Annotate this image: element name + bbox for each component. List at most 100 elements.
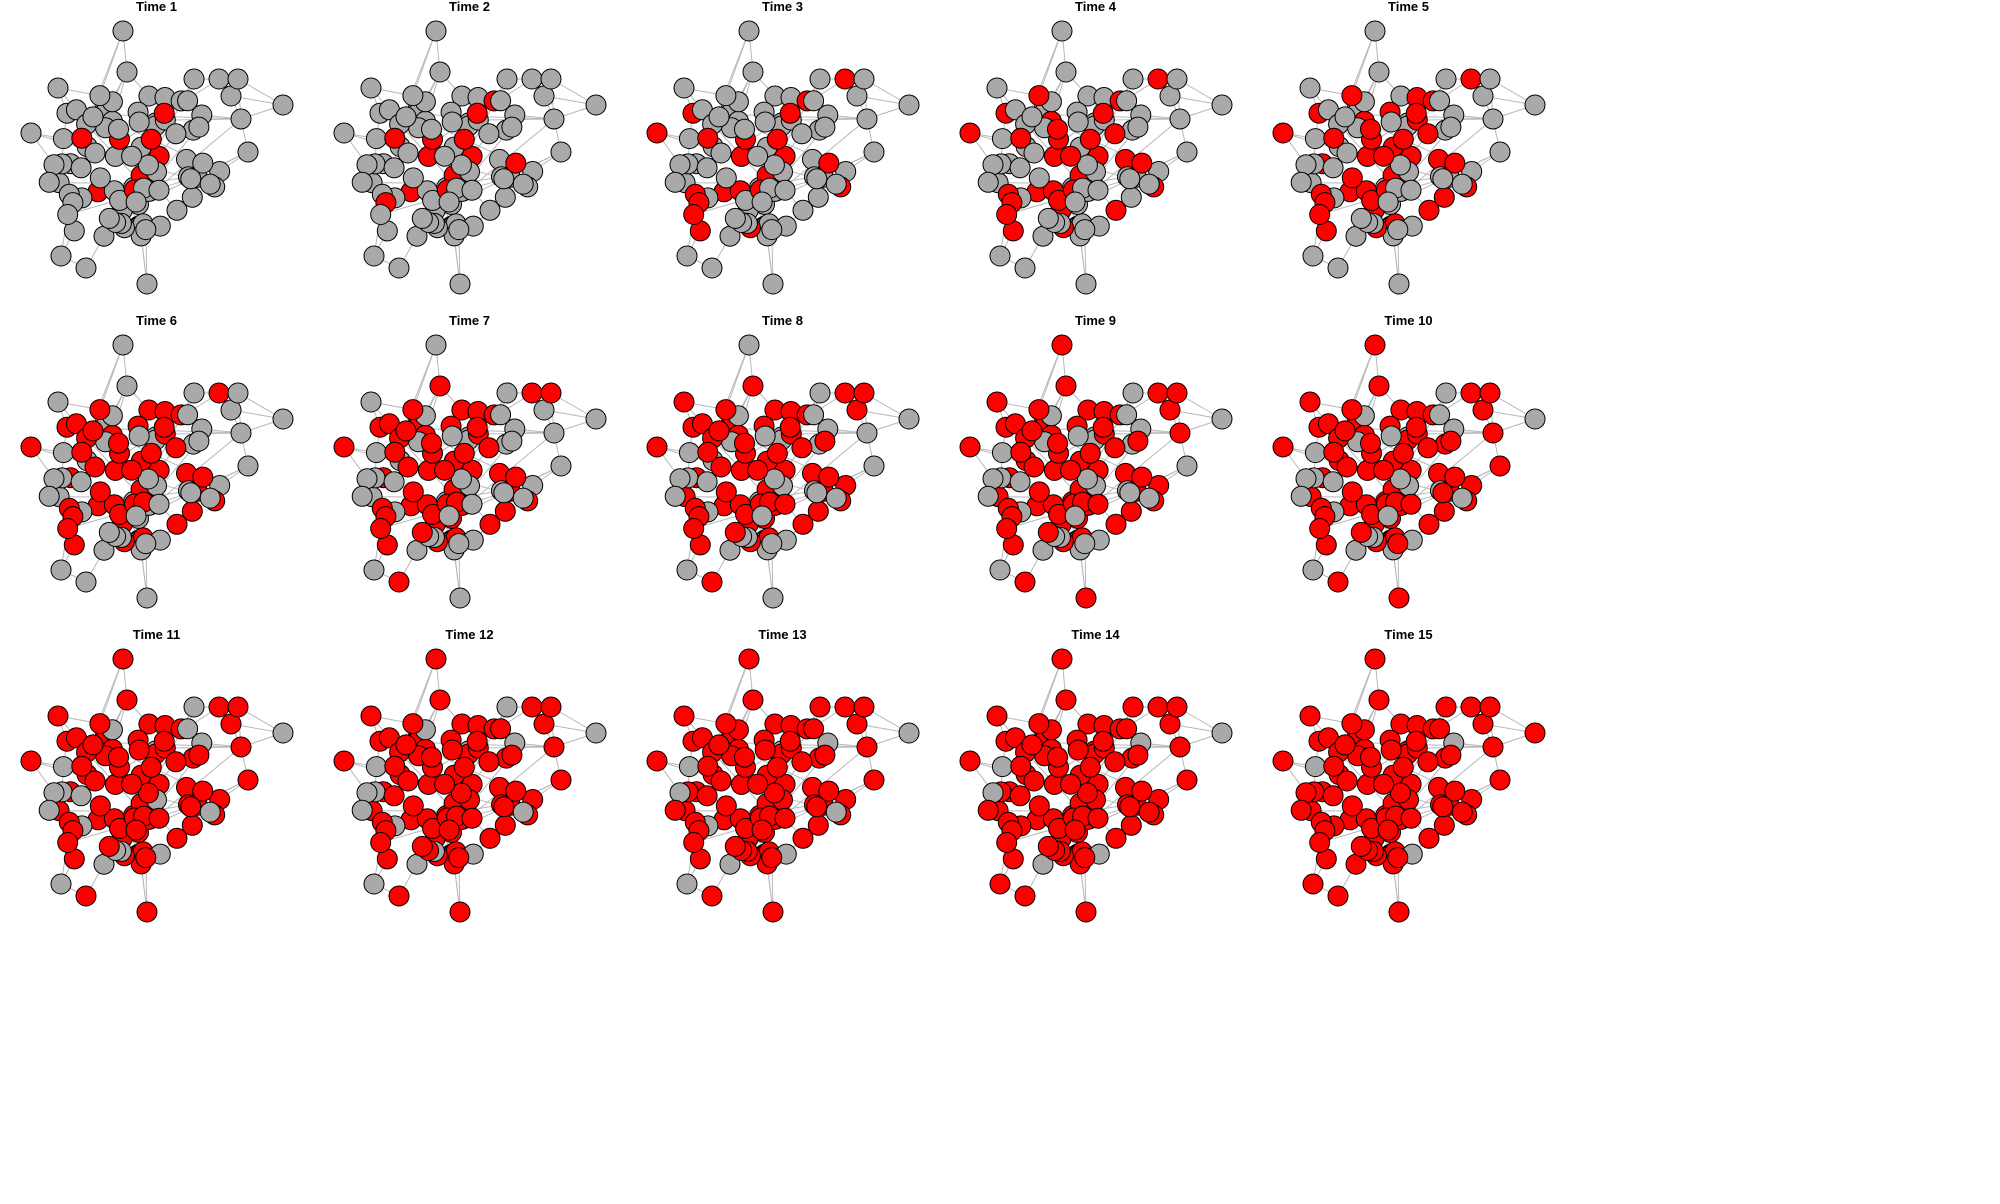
network-graph (333, 334, 607, 609)
infected-node (1104, 123, 1126, 145)
infected-node (421, 432, 442, 454)
infected-node (112, 648, 134, 670)
infected-node (370, 832, 392, 853)
infected-node (453, 756, 475, 778)
susceptible-node (1302, 245, 1324, 267)
susceptible-node (1322, 157, 1344, 179)
susceptible-node (1400, 179, 1422, 201)
infected-node (453, 442, 475, 464)
infected-node (479, 513, 501, 535)
susceptible-node (365, 756, 387, 778)
susceptible-node (540, 68, 562, 90)
infected-node (148, 807, 170, 829)
infected-node (153, 102, 175, 124)
infected-node (47, 705, 69, 727)
infected-node (818, 466, 840, 488)
susceptible-node (676, 245, 698, 267)
infected-node (766, 756, 788, 778)
infected-node (1341, 399, 1363, 421)
infected-node (996, 832, 1018, 853)
panel-title: Time 13 (758, 627, 807, 642)
infected-node (791, 437, 813, 459)
nodes (1272, 20, 1546, 295)
infected-node (738, 648, 760, 670)
infected-node (1479, 382, 1501, 404)
infected-node (1138, 801, 1160, 823)
susceptible-node (125, 191, 147, 213)
susceptible-node (441, 111, 463, 133)
infected-node (1079, 442, 1101, 464)
infected-node (411, 521, 433, 543)
infected-node (1400, 807, 1422, 829)
susceptible-node (701, 257, 723, 279)
susceptible-node (227, 382, 249, 404)
susceptible-node (237, 141, 259, 163)
infected-node (1360, 118, 1381, 140)
infected-node (1119, 796, 1141, 818)
infected-node (1380, 739, 1402, 761)
infected-node (696, 785, 718, 807)
susceptible-node (1380, 425, 1402, 447)
susceptible-node (112, 334, 134, 356)
network-graph (333, 20, 607, 295)
infected-node (82, 734, 104, 756)
infected-node (1131, 466, 1153, 488)
susceptible-node (1055, 61, 1077, 83)
infected-node (1336, 456, 1358, 478)
susceptible-node (754, 425, 776, 447)
susceptible-node (1211, 722, 1233, 744)
infected-node (683, 518, 705, 539)
network-graph (20, 334, 294, 609)
network-graph (1272, 334, 1546, 609)
infected-node (84, 770, 106, 792)
infected-node (1272, 122, 1294, 144)
susceptible-node (89, 167, 111, 189)
infected-node (166, 513, 188, 535)
susceptible-node (356, 782, 378, 804)
network-panel: Time 11 (0, 628, 400, 1029)
susceptible-node (856, 422, 878, 444)
infected-node (1087, 807, 1109, 829)
susceptible-node (135, 219, 157, 241)
susceptible-node (180, 482, 202, 504)
infected-node (1055, 375, 1077, 397)
infected-node (402, 795, 424, 817)
infected-node (1299, 391, 1321, 413)
infected-node (1309, 204, 1331, 225)
infected-node (1334, 420, 1356, 442)
infected-node (996, 204, 1018, 225)
susceptible-node (669, 468, 691, 490)
infected-node (395, 734, 417, 756)
infected-node (1105, 827, 1127, 849)
susceptible-node (1075, 273, 1097, 295)
infected-node (550, 769, 572, 791)
infected-node (1373, 145, 1395, 167)
susceptible-node (991, 128, 1013, 150)
infected-node (135, 847, 157, 869)
susceptible-node (1169, 108, 1191, 130)
network-graph (20, 648, 294, 923)
infected-node (1341, 85, 1363, 107)
infected-node (1272, 436, 1294, 458)
infected-node (766, 442, 788, 464)
susceptible-node (1451, 173, 1473, 195)
infected-node (192, 466, 214, 488)
infected-node (89, 481, 111, 503)
infected-node (1092, 416, 1114, 438)
infected-node (1028, 85, 1050, 107)
infected-node (734, 432, 755, 454)
infected-node (478, 437, 500, 459)
infected-node (673, 391, 695, 413)
infected-node (715, 399, 737, 421)
infected-node (1429, 718, 1451, 740)
infected-node (208, 696, 230, 718)
susceptible-node (230, 422, 252, 444)
infected-node (71, 441, 93, 463)
infected-node (20, 750, 42, 772)
infected-node (1417, 123, 1439, 145)
infected-node (180, 796, 202, 818)
susceptible-node (1211, 408, 1233, 430)
susceptible-node (388, 257, 410, 279)
infected-node (397, 456, 419, 478)
panel-title: Time 8 (762, 313, 803, 328)
